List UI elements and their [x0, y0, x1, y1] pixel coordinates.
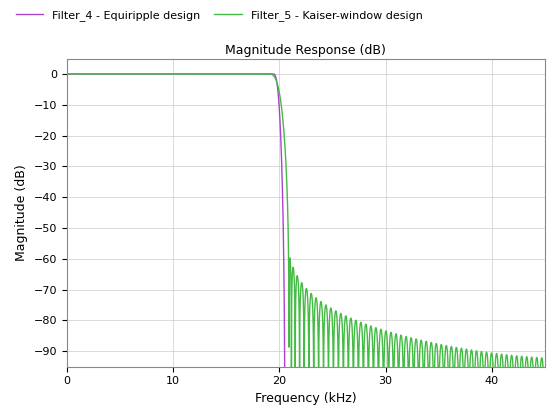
Filter_4 - Equiripple design	[276, 103, 282, 108]
Filter_5 - Kaiser-window design	[216, 71, 223, 76]
Filter_5 - Kaiser-window design	[335, 362, 342, 367]
Filter_4 - Equiripple design	[281, 380, 288, 385]
Filter_5 - Kaiser-window design	[432, 348, 438, 353]
Filter_4 - Equiripple design	[335, 374, 342, 379]
Filter_5 - Kaiser-window design	[272, 75, 278, 80]
Line: Filter_5 - Kaiser-window design: Filter_5 - Kaiser-window design	[67, 74, 560, 382]
Filter_5 - Kaiser-window design	[288, 380, 295, 385]
Filter_5 - Kaiser-window design	[265, 71, 272, 76]
Filter_5 - Kaiser-window design	[499, 357, 506, 362]
Filter_4 - Equiripple design	[63, 71, 70, 76]
Filter_4 - Equiripple design	[198, 71, 205, 76]
Filter_5 - Kaiser-window design	[276, 89, 282, 94]
Line: Filter_4 - Equiripple design: Filter_4 - Equiripple design	[67, 74, 560, 382]
Y-axis label: Magnitude (dB): Magnitude (dB)	[15, 164, 28, 261]
Filter_5 - Kaiser-window design	[63, 71, 70, 76]
Filter_4 - Equiripple design	[499, 375, 506, 381]
Filter_4 - Equiripple design	[272, 72, 278, 77]
Filter_4 - Equiripple design	[217, 71, 223, 76]
X-axis label: Frequency (kHz): Frequency (kHz)	[255, 392, 357, 405]
Filter_4 - Equiripple design	[432, 380, 438, 385]
Title: Magnitude Response (dB): Magnitude Response (dB)	[226, 45, 386, 58]
Legend: Filter_4 - Equiripple design, Filter_5 - Kaiser-window design: Filter_4 - Equiripple design, Filter_5 -…	[11, 5, 427, 25]
